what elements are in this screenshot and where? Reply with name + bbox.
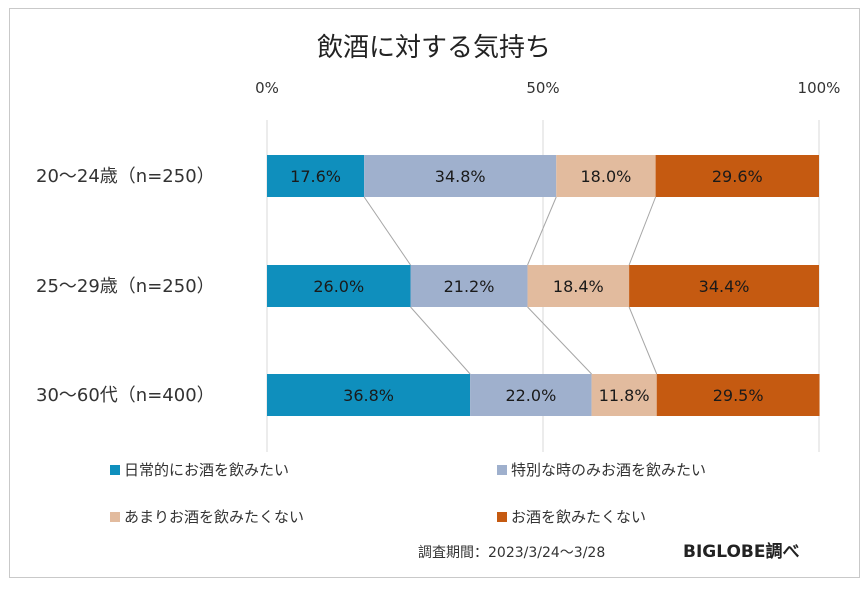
legend-swatch xyxy=(497,512,507,522)
data-label: 34.4% xyxy=(699,277,750,296)
legend-label: あまりお酒を飲みたくない xyxy=(124,508,304,526)
bar-segment xyxy=(470,374,592,416)
data-label: 36.8% xyxy=(343,386,394,405)
data-label: 34.8% xyxy=(435,167,486,186)
legend-swatch xyxy=(110,512,120,522)
x-tick-labels: 0% 50% 100% xyxy=(255,79,840,97)
legend-label: お酒を飲みたくない xyxy=(511,508,646,526)
bars: 17.6% 34.8% 18.0% 29.6% 26.0% 21.2% 18.4% 34.4%… xyxy=(267,155,820,416)
data-label: 29.6% xyxy=(712,167,763,186)
x-tick-label: 50% xyxy=(526,79,559,97)
series-lines xyxy=(363,196,658,375)
bar-segment xyxy=(267,265,411,307)
series-connector-line xyxy=(410,306,471,375)
series-connector-line xyxy=(628,306,658,375)
x-tick-label: 100% xyxy=(798,79,841,97)
brand-credit: BIGLOBE調べ xyxy=(683,541,800,562)
data-label: 18.0% xyxy=(581,167,632,186)
series-connector-line xyxy=(527,196,557,266)
bar-segment xyxy=(556,155,656,197)
bar-segment xyxy=(656,374,820,416)
category-label: 25〜29歳（n=250） xyxy=(36,276,215,297)
legend-label: 日常的にお酒を飲みたい xyxy=(124,461,289,479)
bar-segment xyxy=(527,265,630,307)
data-label: 18.4% xyxy=(553,277,604,296)
data-label: 11.8% xyxy=(599,386,650,405)
bar-segment xyxy=(410,265,528,307)
chart-frame xyxy=(9,8,860,578)
legend-swatch xyxy=(497,465,507,475)
bar-segment xyxy=(629,265,819,307)
data-label: 26.0% xyxy=(313,277,364,296)
bar-segment xyxy=(267,155,365,197)
category-label: 30〜60代（n=400） xyxy=(36,385,215,406)
chart-title: 飲酒に対する気持ち xyxy=(317,33,551,63)
bar-segment xyxy=(655,155,819,197)
data-label: 17.6% xyxy=(290,167,341,186)
survey-period-note: 調査期間：2023/3/24〜3/28 xyxy=(418,545,605,561)
data-label: 29.5% xyxy=(713,386,764,405)
series-connector-line xyxy=(628,196,657,266)
bar-segment xyxy=(364,155,557,197)
data-label: 21.2% xyxy=(444,277,495,296)
legend-label: 特別な時のみお酒を飲みたい xyxy=(511,461,706,479)
bar-segment xyxy=(267,374,471,416)
category-labels: 20〜24歳（n=250） 25〜29歳（n=250） 30〜60代（n=400） xyxy=(36,166,215,406)
data-label: 22.0% xyxy=(505,386,556,405)
series-connector-line xyxy=(527,306,592,375)
category-label: 20〜24歳（n=250） xyxy=(36,166,215,187)
x-tick-label: 0% xyxy=(255,79,279,97)
legend-swatch xyxy=(110,465,120,475)
bar-segment xyxy=(591,374,657,416)
series-connector-line xyxy=(363,196,411,266)
